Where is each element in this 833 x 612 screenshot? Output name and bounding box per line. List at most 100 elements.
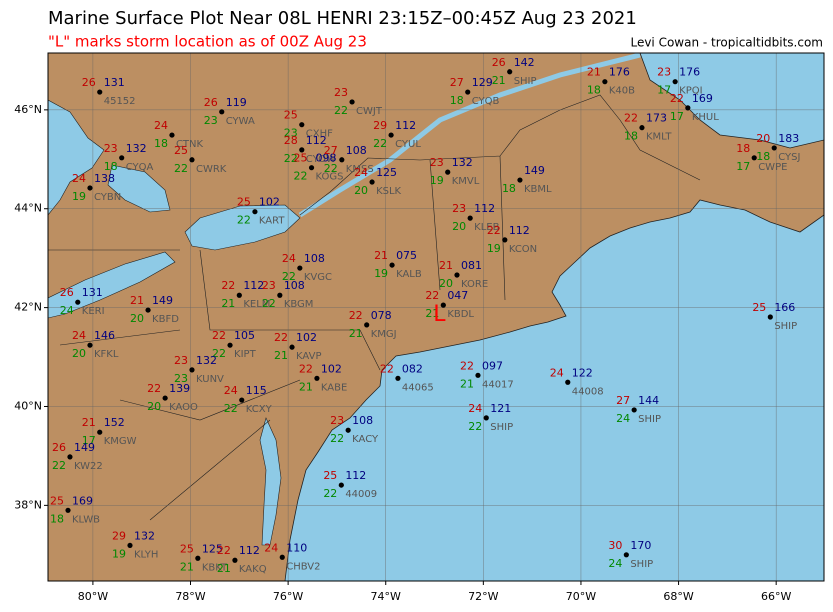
pressure: 125 xyxy=(376,166,397,179)
x-tick-label: 72°W xyxy=(468,590,498,603)
pressure: 078 xyxy=(371,309,392,322)
station-id: KALB xyxy=(396,269,422,280)
lake-ontario xyxy=(184,204,301,251)
station-id: KMGJ xyxy=(371,329,397,340)
station-dot xyxy=(389,262,395,268)
station-id: KERI xyxy=(82,306,105,317)
pressure: 169 xyxy=(692,92,713,105)
pressure: 081 xyxy=(461,259,482,272)
station-id: KSLK xyxy=(376,186,401,197)
pressure: 129 xyxy=(472,76,493,89)
dewpoint: 18 xyxy=(450,94,464,107)
land xyxy=(48,53,824,581)
temperature: 28 xyxy=(284,134,298,147)
temperature: 27 xyxy=(450,76,464,89)
temperature: 24 xyxy=(264,541,278,554)
station-dot xyxy=(639,125,645,131)
pressure: 097 xyxy=(482,359,503,372)
station-dot xyxy=(279,554,285,560)
temperature: 22 xyxy=(221,279,235,292)
station-id: CYBN xyxy=(94,192,121,203)
station-id: KART xyxy=(259,216,285,227)
temperature: 21 xyxy=(82,416,96,429)
temperature: 29 xyxy=(112,529,126,542)
temperature: 24 xyxy=(72,172,86,185)
pressure: 138 xyxy=(94,172,115,185)
station-dot xyxy=(195,555,201,561)
dewpoint: 19 xyxy=(72,190,86,203)
station-dot xyxy=(672,79,678,85)
station-dot xyxy=(219,109,225,115)
pressure: 119 xyxy=(226,96,247,109)
pressure: 108 xyxy=(284,279,305,292)
temperature: 23 xyxy=(452,202,466,215)
pressure: 132 xyxy=(126,142,147,155)
dewpoint: 22 xyxy=(468,420,482,433)
map-frame xyxy=(47,52,825,582)
station-id: SHIP xyxy=(774,321,797,332)
station-dot xyxy=(97,429,103,435)
temperature: 21 xyxy=(439,259,453,272)
station-id: CYQA xyxy=(126,162,154,173)
station-id: KPQI xyxy=(679,86,702,97)
dewpoint: 19 xyxy=(112,547,126,560)
station-id: SHIP xyxy=(638,414,661,425)
temperature: 24 xyxy=(354,166,368,179)
station-id: CWPE xyxy=(758,162,787,173)
dewpoint: 20 xyxy=(130,312,144,325)
temperature: 23 xyxy=(104,142,118,155)
station-id: CYOW xyxy=(306,154,336,165)
storm-marker: L xyxy=(433,302,446,327)
pressure: 125 xyxy=(202,542,223,555)
temperature: 24 xyxy=(550,366,564,379)
station-id: SHIP xyxy=(514,76,537,87)
station-id: KLWB xyxy=(72,514,100,525)
pressure: 142 xyxy=(514,56,535,69)
pressure: 131 xyxy=(104,76,125,89)
station-dot xyxy=(483,415,489,421)
temperature: 21 xyxy=(587,66,601,79)
lake-huron xyxy=(48,99,171,216)
station-dot xyxy=(339,157,345,163)
dewpoint: 20 xyxy=(72,347,86,360)
station-id: 44008 xyxy=(572,386,604,397)
grid: 80°W 78°W 76°W 74°W 72°W 70°W 68°W 66°W 38°N 40°N… xyxy=(14,53,824,603)
st-lawrence xyxy=(298,53,641,218)
subtitle: "L" marks storm location as of 00Z Aug 2… xyxy=(48,33,367,51)
temperature: 26 xyxy=(492,56,506,69)
station-id: CYUL xyxy=(395,139,421,150)
dewpoint: 23 xyxy=(284,127,298,140)
station-dot xyxy=(454,272,460,278)
station-id: KBKT xyxy=(202,562,228,573)
station-dot xyxy=(277,292,283,298)
pressure: 102 xyxy=(296,331,317,344)
dewpoint: 23 xyxy=(174,372,188,385)
pressure: 131 xyxy=(82,286,103,299)
station-id: 44009 xyxy=(345,489,377,500)
pressure: 152 xyxy=(104,416,125,429)
temperature: 22 xyxy=(380,362,394,375)
station-id: KAVP xyxy=(296,351,321,362)
dewpoint: 20 xyxy=(439,277,453,290)
dewpoint: 19 xyxy=(374,267,388,280)
dewpoint: 18 xyxy=(104,160,118,173)
station-id: KUNV xyxy=(196,374,224,385)
dewpoint: 19 xyxy=(487,242,501,255)
station-id: CYWA xyxy=(226,116,255,127)
dewpoint: 20 xyxy=(354,184,368,197)
dewpoint: 17 xyxy=(736,160,750,173)
dewpoint: 22 xyxy=(282,270,296,283)
pressure: 098 xyxy=(316,152,337,165)
temperature: 25 xyxy=(50,494,64,507)
station-id: CYQB xyxy=(472,96,500,107)
pressure: 105 xyxy=(234,329,255,342)
station-dot xyxy=(162,395,168,401)
dewpoint: 22 xyxy=(323,487,337,500)
temperature: 22 xyxy=(349,309,363,322)
pressure: 047 xyxy=(447,289,468,302)
temperature: 25 xyxy=(284,109,298,122)
station-dot xyxy=(299,147,305,153)
temperature: 23 xyxy=(330,414,344,427)
pressure: 149 xyxy=(74,441,95,454)
station-id: KFKL xyxy=(94,349,119,360)
